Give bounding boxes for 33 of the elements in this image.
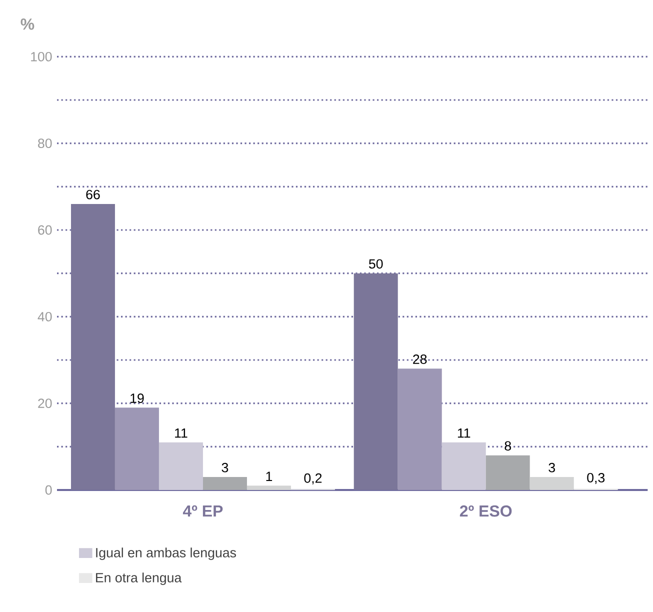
y-tick-label: 100 <box>31 52 52 62</box>
y-tick-label: 0 <box>45 485 52 495</box>
legend-label: En otra lengua <box>96 572 182 586</box>
data-label: 19 <box>130 394 144 403</box>
data-label: 28 <box>413 354 427 364</box>
bar <box>398 368 442 490</box>
bar <box>442 442 486 490</box>
y-tick-label: 60 <box>38 225 52 235</box>
data-label: 3 <box>222 462 228 472</box>
bar <box>354 273 398 490</box>
data-label: 0,2 <box>304 473 322 484</box>
data-label: 0,3 <box>587 472 605 484</box>
y-tick-label: 20 <box>38 398 52 408</box>
y-tick-label: 40 <box>38 312 52 322</box>
data-label: 11 <box>175 428 188 438</box>
x-tick-label: 2º ESO <box>460 505 512 517</box>
bar <box>70 204 115 490</box>
data-label: 3 <box>548 462 555 472</box>
data-label: 50 <box>368 259 383 269</box>
data-label: 66 <box>86 190 100 200</box>
bar <box>158 442 203 490</box>
bar <box>114 408 159 490</box>
data-label: 8 <box>504 441 511 451</box>
x-tick-label: 4º EP <box>182 505 223 516</box>
data-label: 11 <box>458 428 470 438</box>
data-label: 1 <box>266 472 272 481</box>
bar <box>246 486 291 490</box>
y-tick-label: 80 <box>38 138 52 148</box>
y-axis-title: % <box>20 18 34 30</box>
bar <box>486 455 530 490</box>
legend-label: Igual en ambas lenguas <box>96 548 236 560</box>
bar <box>202 477 247 490</box>
bar <box>530 477 574 490</box>
